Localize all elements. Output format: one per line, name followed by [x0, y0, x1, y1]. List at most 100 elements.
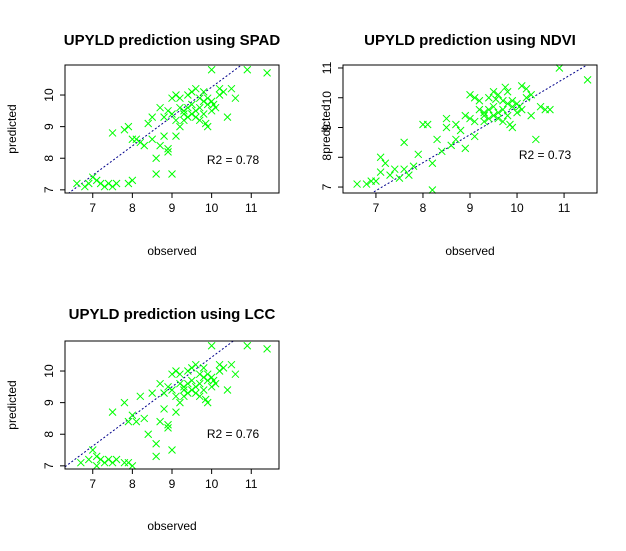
panel-2-point: [489, 111, 498, 120]
panel-1-point: [73, 179, 81, 188]
panel-3-point: [128, 461, 137, 470]
panel-2-point: [437, 147, 446, 156]
panel-3-point: [195, 379, 204, 388]
panel-2-point: [480, 108, 488, 117]
panel-1-y-axis-label: predicted: [5, 104, 19, 153]
panel-2-point: [506, 120, 514, 129]
panel-1-point: [168, 170, 176, 178]
panel-2-point: [531, 135, 540, 144]
panel-3-x-tick-label: 9: [169, 477, 176, 491]
panel-1-y-tick-label: 9: [42, 123, 56, 130]
panel-1-point: [207, 106, 216, 115]
panel-2-point: [527, 111, 536, 120]
panel-3-point: [199, 373, 208, 382]
panel-3-x-tick-label: 8: [129, 477, 136, 491]
panel-1-point: [180, 110, 188, 118]
panel-2-point: [480, 117, 488, 126]
panel-1-point: [108, 129, 117, 137]
panel-2-point: [470, 117, 479, 126]
panel-3-point: [104, 455, 113, 464]
panel-3-point: [168, 370, 176, 379]
panel-1-point: [172, 116, 180, 125]
panel-3-point: [180, 382, 188, 391]
panel-1-x-tick-label: 9: [169, 201, 176, 215]
panel-1-point: [223, 113, 232, 122]
panel-1-point: [144, 119, 153, 128]
panel-3-point: [180, 386, 188, 394]
panel-1-point: [187, 110, 196, 118]
panel-3-point: [207, 341, 216, 350]
panel-3-point: [187, 386, 196, 394]
panel-2-x-tick-label: 10: [510, 201, 524, 215]
panel-1-point: [187, 88, 196, 96]
panel-1-y-tick-label: 8: [42, 155, 56, 162]
panel-3-point: [128, 411, 137, 420]
panel-1-point: [172, 132, 180, 140]
panel-2-r2-annotation: R2 = 0.73: [519, 148, 572, 162]
panel-1-point: [164, 144, 172, 153]
panel-3-y-tick-label: 7: [42, 462, 56, 469]
panel-3-point: [203, 370, 212, 379]
panel-2-point: [386, 171, 394, 179]
panel-2-point: [546, 105, 554, 114]
panel-1-point: [152, 154, 161, 163]
panel-1-point: [176, 122, 184, 131]
panel-3-point: [96, 455, 105, 464]
panel-2-point: [466, 90, 474, 99]
panel-3-point: [191, 360, 200, 369]
panel-2-point: [475, 105, 484, 114]
panel-2-point: [515, 102, 524, 111]
panel-2-point: [489, 87, 498, 96]
panel-1-point: [183, 103, 192, 112]
panel-3-point: [160, 389, 168, 398]
panel-2-point: [522, 93, 531, 102]
panel-2-point: [499, 96, 507, 105]
panel-1-point: [203, 94, 212, 103]
panel-3-point: [183, 379, 192, 388]
panel-3-x-tick-label: 11: [245, 477, 258, 491]
panel-3-point: [191, 389, 200, 398]
panel-2-point: [452, 120, 460, 129]
panel-3-point: [223, 386, 232, 394]
panel-3-point: [88, 446, 97, 454]
panel-2-y-axis-label: predicted: [319, 104, 333, 153]
panel-2-point: [555, 64, 564, 72]
panel-3-regression-line: [65, 341, 235, 468]
panel-3-point: [160, 405, 168, 413]
panel-2: UPYLD prediction using NDVI 7 8 9 10 11 7 8 9 10 1…: [319, 32, 598, 258]
panel-2-point: [395, 174, 404, 182]
panel-1-point: [156, 141, 164, 150]
panel-2-point: [501, 83, 510, 92]
panel-1-point: [243, 65, 252, 74]
panel-3-point: [156, 417, 164, 426]
panel-2-point: [508, 102, 517, 111]
panel-1-x-tick-label: 10: [205, 201, 219, 215]
panel-1-point: [96, 179, 105, 188]
panel-2-y-tick-label: 9: [320, 124, 334, 131]
panel-2-point: [494, 114, 503, 123]
panel-3-point: [183, 389, 192, 398]
panel-2-point: [461, 144, 470, 153]
panel-1-point: [187, 100, 196, 109]
panel-2-point: [353, 180, 361, 188]
panel-2-point: [466, 114, 474, 123]
panel-1-point: [124, 122, 133, 131]
panel-1-point: [183, 113, 192, 122]
panel-3-y-tick-label: 8: [42, 431, 56, 438]
panel-3-point: [176, 379, 184, 388]
panel-1-x-tick-label: 8: [129, 201, 136, 215]
panel-1-point: [219, 88, 228, 96]
panel-2-point: [400, 165, 409, 174]
panel-3-point: [152, 452, 161, 461]
panel-1-point: [191, 113, 200, 122]
panel-1-point: [231, 94, 240, 103]
panel-2-point: [428, 186, 437, 194]
panel-3-title: UPYLD prediction using LCC: [69, 306, 276, 323]
panel-3-point: [207, 382, 216, 391]
panel-1-point: [108, 182, 117, 191]
panel-1-point: [124, 179, 133, 188]
panel-1-point: [201, 119, 210, 128]
panel-2-point: [461, 111, 470, 120]
panel-2-point: [484, 114, 493, 123]
panel-2-point: [484, 105, 493, 114]
